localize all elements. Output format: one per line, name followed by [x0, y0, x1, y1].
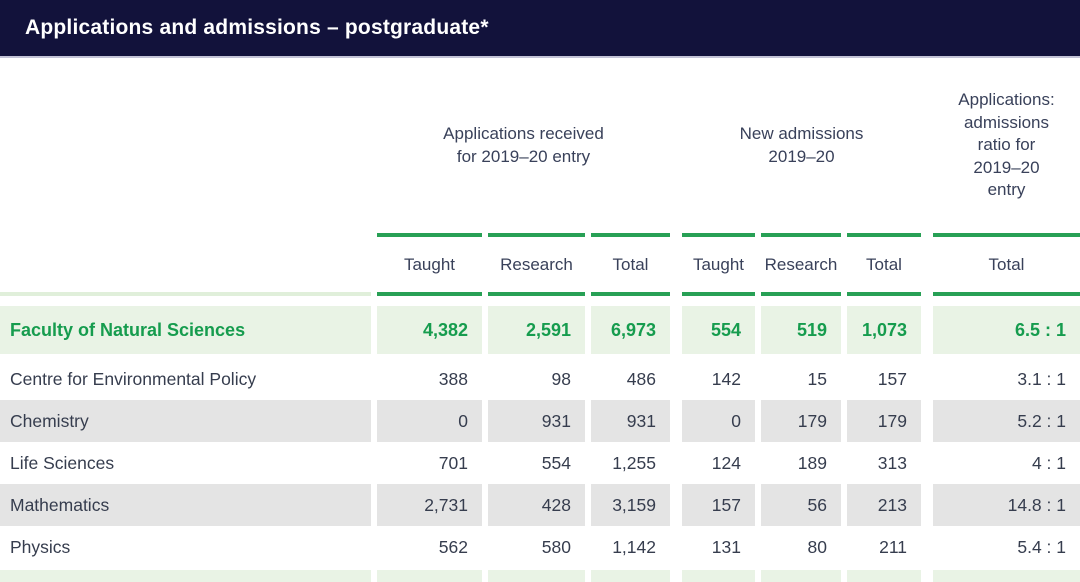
column-header-total-applications: Total	[591, 233, 670, 296]
cell-value: 179	[847, 400, 921, 442]
cell-value: 179	[761, 400, 841, 442]
cell-value: 14.8 : 1	[933, 484, 1080, 526]
column-header-row: Taught Research Total Taught Research To…	[0, 233, 1080, 296]
row-label: Physics	[10, 536, 71, 557]
cell-value: 1,255	[612, 452, 656, 473]
cell-value: 2,591	[488, 306, 585, 354]
cell-value: 580	[541, 536, 571, 557]
cell-value: 5.4 : 1	[1017, 536, 1066, 557]
row-label: Centre for Environmental Policy	[10, 368, 257, 389]
table-row-physics: Physics 562 580 1,142 131 80 211 5.4 : 1	[0, 526, 1080, 568]
cell-value: 4,382	[377, 306, 482, 354]
title-bar: Applications and admissions – postgradua…	[0, 0, 1080, 58]
cell-value: 554	[541, 452, 571, 473]
page-title: Applications and admissions – postgradua…	[25, 16, 489, 39]
cell-value: 157	[682, 484, 755, 526]
column-header-total-ratio: Total	[933, 233, 1080, 296]
cell-value: 1,142	[612, 536, 656, 557]
column-header-stub	[0, 233, 371, 296]
cell-value: 313	[877, 452, 907, 473]
cell-value: 124	[711, 452, 741, 473]
column-group-header-row: Applications received for 2019–20 entry …	[0, 58, 1080, 233]
cell-value: 428	[488, 484, 585, 526]
cell-value: 1,073	[847, 306, 921, 354]
cell-value: 131	[711, 536, 741, 557]
cell-value: 3.1 : 1	[1017, 368, 1066, 389]
row-label: Life Sciences	[10, 452, 115, 473]
cell-value: 3,159	[591, 484, 670, 526]
cell-value: 0	[682, 400, 755, 442]
cell-value: 701	[438, 452, 468, 473]
cell-value: 5.2 : 1	[933, 400, 1080, 442]
column-header-taught-admissions: Taught	[682, 233, 755, 296]
cell-value: 15	[807, 368, 827, 389]
cell-value: 0	[377, 400, 482, 442]
cell-value: 931	[488, 400, 585, 442]
cell-value: 142	[711, 368, 741, 389]
cell-value: 157	[877, 368, 907, 389]
cell-value: 4 : 1	[1031, 452, 1066, 473]
cell-value: 486	[626, 368, 656, 389]
cell-value: 554	[682, 306, 755, 354]
cell-value: 562	[438, 536, 468, 557]
table-row-mathematics: Mathematics 2,731 428 3,159 157 56 213 1…	[0, 484, 1080, 526]
cell-value: 388	[438, 368, 468, 389]
group-header-applications-received: Applications received for 2019–20 entry	[443, 124, 604, 166]
cell-value: 2,731	[377, 484, 482, 526]
row-label: Chemistry	[0, 400, 371, 442]
column-header-research-applications: Research	[488, 233, 585, 296]
cell-value: 98	[551, 368, 571, 389]
cell-value: 213	[847, 484, 921, 526]
cell-value: 56	[761, 484, 841, 526]
table-row-chemistry: Chemistry 0 931 931 0 179 179 5.2 : 1	[0, 400, 1080, 442]
cell-value: 189	[797, 452, 827, 473]
row-label: Faculty of Natural Sciences	[0, 306, 371, 354]
cell-value: 519	[761, 306, 841, 354]
cell-value: 6.5 : 1	[933, 306, 1080, 354]
row-label: Mathematics	[0, 484, 371, 526]
table-row-life-sciences: Life Sciences 701 554 1,255 124 189 313 …	[0, 442, 1080, 484]
column-header-total-admissions: Total	[847, 233, 921, 296]
cell-value: 80	[807, 536, 827, 557]
table-row-centre-for-environmental-policy: Centre for Environmental Policy 388 98 4…	[0, 358, 1080, 400]
column-header-research-admissions: Research	[761, 233, 841, 296]
cell-value: 6,973	[591, 306, 670, 354]
column-header-taught-applications: Taught	[377, 233, 482, 296]
group-header-new-admissions: New admissions 2019–20	[739, 124, 864, 166]
group-header-applications-admissions-ratio: Applications: admissions ratio for 2019–…	[958, 90, 1055, 200]
cell-value: 931	[591, 400, 670, 442]
table-row-faculty-of-natural-sciences: Faculty of Natural Sciences 4,382 2,591 …	[0, 306, 1080, 354]
cell-value: 211	[879, 536, 907, 557]
